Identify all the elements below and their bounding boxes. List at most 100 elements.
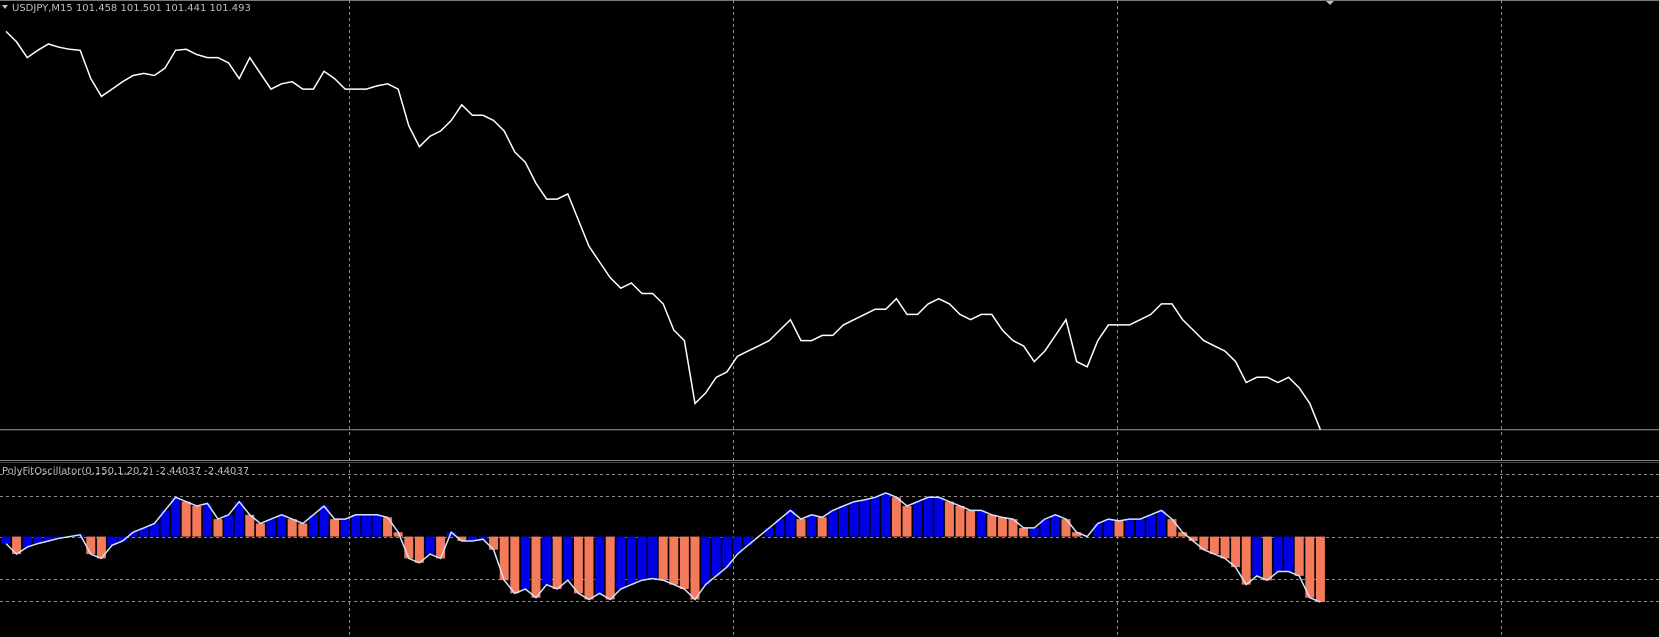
oscillator-bar [573, 536, 583, 594]
oscillator-bar [732, 536, 742, 555]
oscillator-bar [478, 536, 488, 540]
oscillator-bar [1135, 519, 1145, 537]
oscillator-bar [1008, 519, 1018, 537]
oscillator-bar [584, 536, 594, 600]
oscillator-bar [1252, 536, 1262, 576]
oscillator-bar [722, 536, 732, 568]
oscillator-bar [298, 523, 308, 537]
oscillator-bar [648, 536, 658, 579]
oscillator-bar [54, 536, 64, 539]
oscillator-bar [234, 501, 244, 537]
oscillator-bar [1209, 536, 1219, 555]
oscillator-bar [542, 536, 552, 585]
oscillator-bar [1273, 536, 1283, 572]
menu-arrow[interactable] [2, 5, 8, 9]
oscillator-bar [1178, 532, 1188, 537]
oscillator-bar [308, 514, 318, 537]
oscillator-bar [12, 536, 22, 555]
oscillator-bar [1284, 536, 1294, 572]
oscillator-bar [436, 536, 446, 559]
oscillator-bar [775, 519, 785, 537]
oscillator-bar [1146, 514, 1156, 537]
oscillator-bar [1061, 519, 1071, 537]
oscillator-bar [701, 536, 711, 585]
oscillator-bar [245, 514, 255, 537]
oscillator-bar [1262, 536, 1272, 581]
oscillator-bar [1029, 527, 1039, 537]
oscillator-bar [764, 527, 774, 537]
oscillator-bar [266, 519, 276, 537]
oscillator-bar [499, 536, 509, 581]
oscillator-bar [118, 536, 128, 541]
oscillator-bar [1305, 536, 1315, 598]
oscillator-bar [785, 510, 795, 537]
oscillator-line [5, 492, 1321, 603]
oscillator-bar [679, 536, 689, 589]
oscillator-bar [489, 536, 499, 550]
oscillator-bar [1231, 536, 1241, 568]
oscillator-bar [340, 519, 350, 537]
oscillator-bar [997, 517, 1007, 537]
oscillator-bar [1050, 514, 1060, 537]
oscillator-bar [160, 510, 170, 537]
oscillator-bar [923, 497, 933, 537]
oscillator-bar [807, 514, 817, 537]
oscillator-bar [139, 527, 149, 537]
oscillator-bar [796, 519, 806, 537]
oscillator-bar [149, 523, 159, 537]
oscillator-bar [224, 514, 234, 537]
oscillator-bar [1072, 532, 1082, 537]
oscillator-bar [669, 536, 679, 585]
oscillator-bar [616, 536, 626, 589]
oscillator-bar [743, 536, 753, 546]
oscillator-bar [711, 536, 721, 576]
oscillator-bar [404, 536, 414, 559]
oscillator-bar [1241, 536, 1251, 585]
oscillator-bar [330, 519, 340, 537]
oscillator-bar [891, 497, 901, 537]
oscillator-bar [372, 514, 382, 537]
oscillator-bar [690, 536, 700, 600]
oscillator-bar [128, 532, 138, 537]
oscillator-bar [33, 536, 43, 544]
oscillator-bar [637, 536, 647, 581]
oscillator-bar [563, 536, 573, 581]
indicator-label: PolyFitOscillator(0,150,1,20,2) -2.44037… [2, 466, 249, 477]
oscillator-bar [605, 536, 615, 600]
oscillator-bar [446, 532, 456, 537]
oscillator-bar [626, 536, 636, 585]
oscillator-bar [361, 514, 371, 537]
oscillator-bar [966, 510, 976, 537]
oscillator-bar [595, 536, 605, 594]
oscillator-bar [457, 536, 467, 541]
oscillator-bar [1125, 519, 1135, 537]
oscillator-bar [987, 514, 997, 537]
oscillator-bar [838, 506, 848, 537]
symbol-label: USDJPY,M15 101.458 101.501 101.441 101.4… [12, 3, 251, 14]
oscillator-bar [1156, 510, 1166, 537]
oscillator-bar [860, 499, 870, 537]
oscillator-bar [1199, 536, 1209, 550]
oscillator-bar [383, 517, 393, 537]
oscillator-bar [828, 510, 838, 537]
oscillator-bar [192, 506, 202, 537]
oscillator-bar [1220, 536, 1230, 559]
oscillator-bar [1019, 527, 1029, 537]
oscillator-bar [277, 514, 287, 537]
oscillator-bar [1294, 536, 1304, 576]
oscillator-bar [181, 501, 191, 537]
oscillator-bar [902, 506, 912, 537]
oscillator-bar [881, 492, 891, 537]
shift-marker [1326, 1, 1334, 5]
oscillator-bar [976, 510, 986, 537]
oscillator-bar [1040, 519, 1050, 537]
oscillator-bar [1167, 519, 1177, 537]
oscillator-bar [870, 497, 880, 537]
oscillator-bar [1103, 519, 1113, 537]
oscillator-bar [552, 536, 562, 589]
oscillator-bar [86, 536, 96, 555]
oscillator-bar [658, 536, 668, 581]
oscillator-bar [351, 514, 361, 537]
oscillator-bar [255, 523, 265, 537]
